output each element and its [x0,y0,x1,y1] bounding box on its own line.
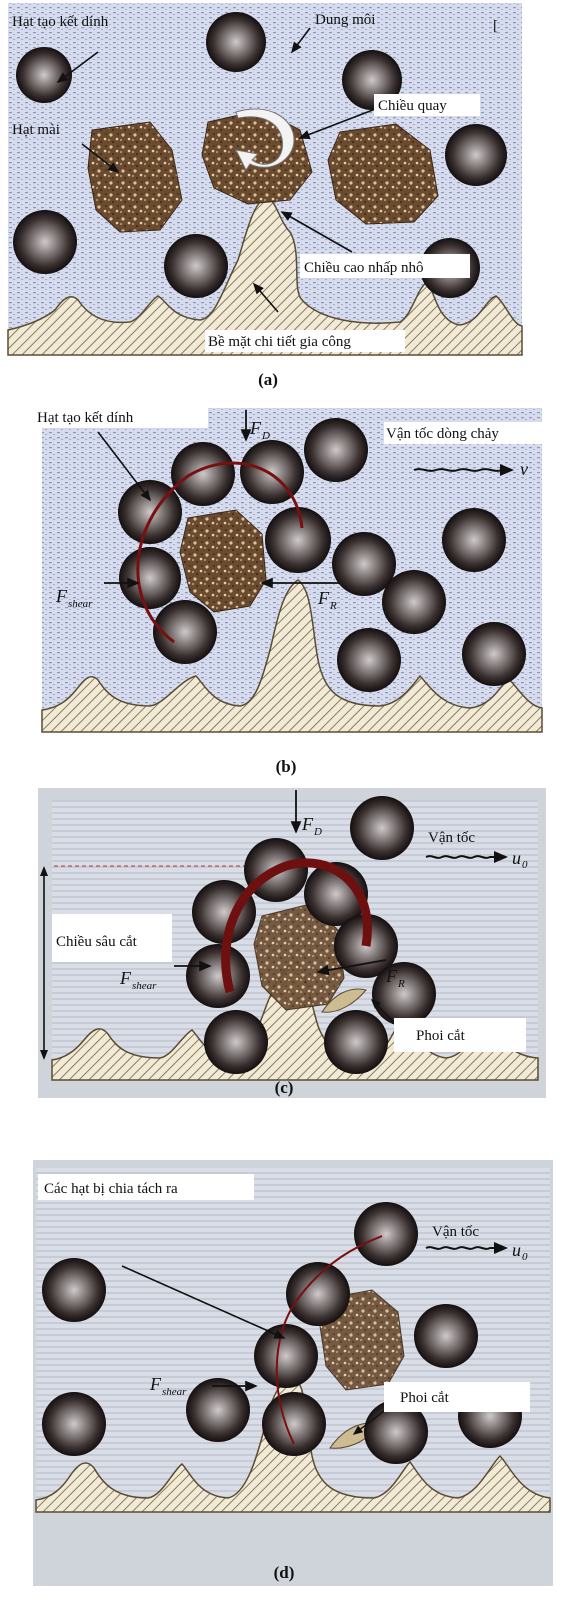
magnetic-particle [171,442,235,506]
label-chip: Phoi cắt [416,1028,466,1044]
label-chip: Phoi cắt [400,1390,450,1406]
label-solvent: Dung môi [315,12,375,28]
magnetic-particle [382,570,446,634]
abrasive-particle [179,509,267,613]
label-cutting-depth: Chiều sâu cắt [56,934,138,950]
label-fd: F [249,418,262,438]
label-fshear: F [119,968,132,988]
label-fshear-sub: shear [132,980,157,992]
label-surface: Bề mặt chi tiết gia công [208,334,351,350]
label-u0-sub: 0 [522,1251,528,1263]
magnetic-particle [240,440,304,504]
magnetic-particle [42,1258,106,1322]
rotation-arrow [235,108,295,171]
magnetic-particle [445,124,507,186]
magnetic-particle [206,12,266,72]
force-arrow-fr [316,959,387,976]
leader-line [252,282,279,313]
magnetic-particle [332,532,396,596]
label-u0: u [512,848,521,868]
label-velocity: Vận tốc [428,830,475,846]
abrasive-particle [87,121,183,233]
magnetic-particle [164,234,228,298]
particle-chain-arc [275,1235,383,1445]
caption-a: (a) [258,370,278,389]
magnetic-particle [354,1202,418,1266]
label-u0: u [512,1240,521,1260]
magnetic-particle [254,1324,318,1388]
magnetic-particle [372,962,436,1026]
leader-line [121,1265,286,1339]
label-binder: Hạt tạo kết dính [12,14,109,30]
leader-line [56,51,99,83]
caption-d: (d) [274,1563,295,1582]
particle-chain-arc [136,461,304,644]
magnetic-particle [414,1304,478,1368]
label-fr-sub: R [397,978,405,990]
magnetic-particle [204,1010,268,1074]
label-fshear-sub: shear [68,598,93,610]
label-fr: F [385,966,398,986]
magnetic-particle [265,507,331,573]
magnetic-particle [42,1392,106,1456]
label-fd-sub: D [313,826,322,838]
leader-line [81,143,120,173]
leader-line [280,211,353,253]
abrasive-particle [327,123,439,225]
label-fshear-sub: shear [162,1386,187,1398]
leader-line [97,431,151,502]
velocity-arrow [425,851,508,863]
label-roughness: Chiều cao nhấp nhô [304,260,424,276]
flow-velocity-arrow [413,464,514,476]
magnetic-particle [462,622,526,686]
magnetic-particle [153,600,217,664]
magnetic-particle [186,944,250,1008]
leader-line [371,999,397,1025]
label-abrasive: Hạt mài [12,122,60,138]
magnetic-particle [304,418,368,482]
label-flow-velocity: Vận tốc dòng chảy [386,426,499,442]
panel-c: Chiều sâu cắt Vận tốc u 0 F D F shear F … [38,788,546,1098]
leader-line [298,107,379,140]
magnetic-particle [337,628,401,692]
label-v: v [520,459,528,479]
magnetic-particle [324,1010,388,1074]
magnetic-particle [16,47,72,103]
label-fd-sub: D [261,430,270,442]
label-binder: Hạt tạo kết dính [37,410,134,426]
velocity-arrow [425,1242,508,1254]
label-fshear: F [55,586,68,606]
label-velocity: Vận tốc [432,1224,479,1240]
label-fd: F [301,814,314,834]
magnetic-particle [442,508,506,572]
label-rotation: Chiều quay [378,98,447,114]
panel-d: Các hạt bị chia tách ra Vận tốc u 0 F sh… [33,1160,553,1586]
caption-b: (b) [276,757,297,776]
label-separated: Các hạt bị chia tách ra [44,1181,178,1197]
magnetic-particle [262,1392,326,1456]
magnetic-particle [350,796,414,860]
magnetic-particle [119,547,181,609]
chip [321,988,367,1013]
leader-line [291,27,311,54]
label-u0-sub: 0 [522,859,528,871]
magnetic-particle [13,210,77,274]
workpiece-surface [41,579,543,733]
magnetic-particle [286,1262,350,1326]
label-mark: [ [493,18,498,34]
panel-b: Hạt tạo kết dính Vận tốc dòng chảy v F D… [34,406,556,776]
leader-line [352,1407,389,1435]
particle-chain-arc [221,858,372,994]
magnetic-particle [186,1378,250,1442]
caption-c: (c) [275,1078,294,1097]
magnetic-particle [364,1400,428,1464]
label-fr-sub: R [329,600,337,612]
label-fr: F [317,588,330,608]
panel-a: Hạt tạo kết dính Dung môi [ Hạt mài Chiề… [7,3,523,389]
label-fshear: F [149,1374,162,1394]
